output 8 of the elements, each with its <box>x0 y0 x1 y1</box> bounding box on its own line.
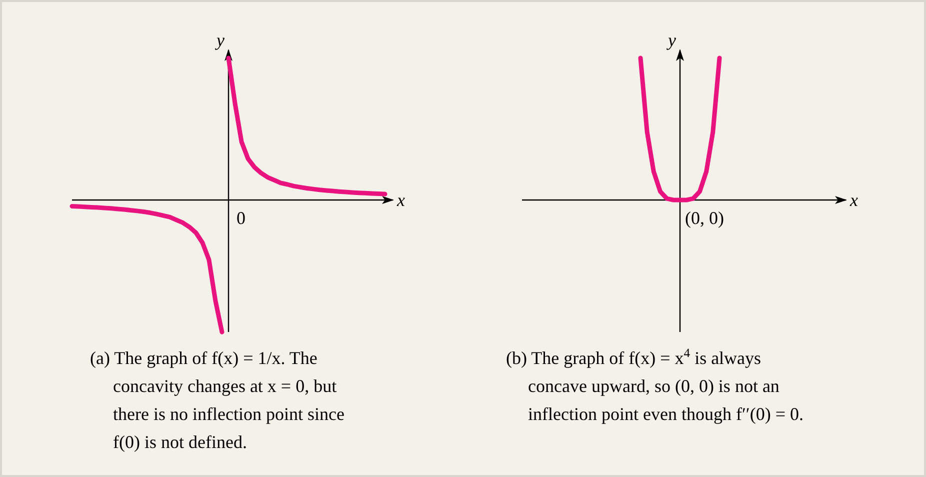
x-axis-title: x <box>396 190 405 210</box>
annotation: 0 <box>236 208 246 228</box>
text: (a) The graph of f(x) = 1/x. The concavity changes at x = 0, but there is no inflection point since f(0) is not defined. <box>90 348 344 452</box>
text: (b) The graph of f(x) = x$^{4}$ is always concave upward, so (0, 0) is not an inflection point even though f′′(0) = 0. <box>506 346 804 424</box>
y-axis-title: y <box>214 30 224 50</box>
x-axis-title: x <box>849 190 858 210</box>
y-axis-title: y <box>666 30 676 50</box>
text: (0, 0) <box>685 208 724 228</box>
